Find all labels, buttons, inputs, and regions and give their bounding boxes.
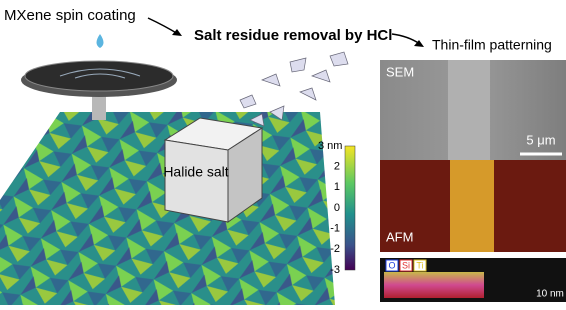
arrow-head (172, 29, 182, 36)
sem-stripe (448, 60, 490, 160)
spin-disk (25, 61, 173, 91)
arrow (392, 34, 420, 44)
eds-legend-label: O (388, 260, 395, 270)
panel-label: AFM (386, 229, 413, 244)
cube-label: Halide salt (163, 164, 228, 180)
colorbar-tick-label: -3 (330, 264, 340, 276)
arrow (148, 18, 178, 34)
panel-label: SEM (386, 64, 414, 79)
scale-label: 5 μm (526, 132, 555, 147)
colorbar-tick-label: 2 (334, 161, 340, 173)
figure: MXene spin coating Salt residue removal … (0, 0, 566, 305)
colorbar-tick-label: -1 (330, 223, 340, 235)
colorbar-tick-label: 1 (334, 181, 340, 193)
step-label: Salt residue removal by HCl (194, 27, 392, 44)
eds-map (384, 272, 484, 298)
step-label: MXene spin coating (4, 7, 136, 24)
eds-legend-label: Si (402, 260, 410, 270)
droplet (97, 34, 104, 48)
scale-label: 10 nm (536, 289, 564, 300)
colorbar-tick-label: -2 (330, 243, 340, 255)
colorbar-tick-label: 0 (334, 202, 340, 214)
eds-legend-label: Ti (416, 260, 423, 270)
colorbar-tick-label: 3 nm (318, 140, 342, 152)
colorbar (345, 146, 355, 270)
cube-front (165, 140, 228, 222)
afm-stripe (450, 160, 494, 252)
step-label: Thin-film patterning (432, 37, 552, 53)
